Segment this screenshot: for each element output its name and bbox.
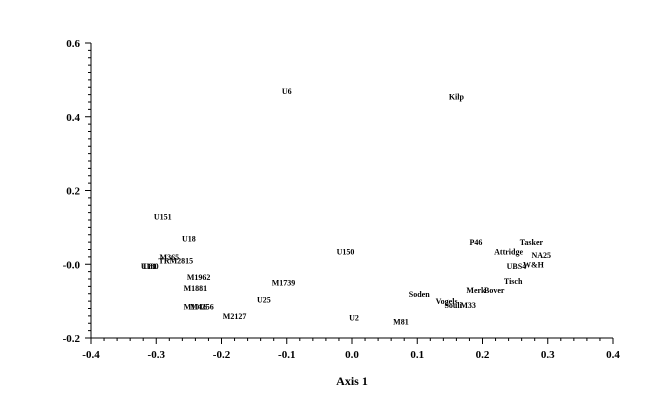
x-tick-label: -0.1 [278,349,295,361]
point-label: M2127 [223,312,247,321]
point-label: U81 [143,262,157,271]
tick-marks [85,42,614,344]
x-tick-label: -0.2 [213,349,231,361]
x-tick-label: 0.3 [541,349,555,361]
x-tick-label: -0.3 [148,349,166,361]
point-label: Merk [466,286,486,295]
point-label: U25 [257,295,271,304]
point-label: U18 [182,234,196,243]
point-label: Soden [409,290,430,299]
point-label: M81 [393,317,409,326]
point-label: U180 [141,262,159,271]
x-tick-label: 0.4 [606,349,620,361]
point-label: NA25 [531,251,551,260]
point-label: M33 [460,301,476,310]
x-tick-label: 0.2 [476,349,490,361]
point-label: Tasker [520,238,544,247]
x-axis-title: Axis 1 [336,374,368,388]
point-label: M4256 [190,303,214,312]
point-label: P46 [470,238,483,247]
point-label: Tisch [504,277,523,286]
point-label: U151 [154,212,172,221]
point-label: Bover [484,286,505,295]
y-tick-label: -0.2 [63,333,81,345]
y-tick-label: 0.6 [66,38,80,50]
point-label: Attridge [494,247,523,256]
x-tick-label: 0.0 [345,349,359,361]
point-label: Vogels [436,297,458,306]
y-tick-label: 0.4 [66,112,80,124]
tick-labels: -0.4 -0.3 -0.2 -0.1 0.0 0.1 0.2 0.3 0.4 -0.2 -0.0 0… [63,38,621,361]
point-label: M1739 [272,279,296,288]
point-label: U6 [282,87,292,96]
x-tick-label: 0.1 [410,349,424,361]
point-label: TRM2815 [158,257,193,266]
axes [90,43,613,339]
point-label: M1962 [187,273,211,282]
point-label: W&H [523,260,545,269]
point-label: Kilp [449,92,465,101]
point-label: U150 [337,247,355,256]
y-tick-label: 0.2 [66,186,80,198]
y-tick-label: -0.0 [63,259,81,271]
x-tick-label: -0.4 [82,349,100,361]
point-label: U2 [349,314,359,323]
point-label: M365 [160,253,180,262]
point-label: M1881 [184,284,208,293]
point-label: M1016 [184,303,208,312]
point-label: UBS4 [507,262,527,271]
point-label: Souli [444,301,462,310]
